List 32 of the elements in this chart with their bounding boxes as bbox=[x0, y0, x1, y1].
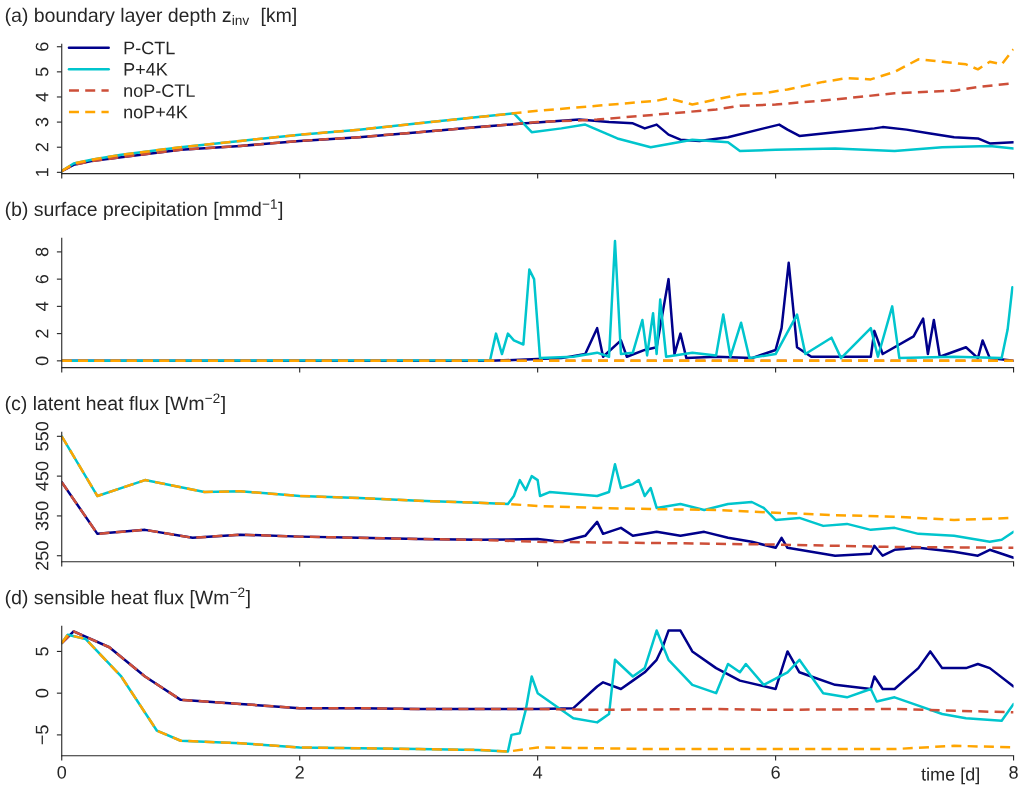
y-tick-label: 5 bbox=[35, 647, 49, 656]
y-tick-label: 0 bbox=[35, 356, 49, 366]
y-tick-label: −5 bbox=[35, 725, 49, 745]
chart-title: (c) latent heat flux [Wm$^{−2}$] bbox=[5, 393, 225, 415]
y-tick-label: 4 bbox=[35, 301, 49, 311]
legend-label: P-CTL bbox=[124, 41, 175, 55]
x-tick-label: 0 bbox=[57, 765, 67, 779]
y-tick-label: 2 bbox=[35, 329, 49, 338]
x-tick-label: 4 bbox=[533, 766, 543, 779]
legend-label: noP-CTL bbox=[124, 84, 195, 98]
y-tick-label: 2 bbox=[35, 143, 49, 152]
y-tick-label: 1 bbox=[35, 168, 49, 176]
legend-label: P+4K bbox=[124, 63, 168, 76]
y-tick-label: 350 bbox=[35, 501, 49, 531]
chart-title: (b) surface precipitation [mmd$^{−1}$] bbox=[5, 199, 283, 220]
legend-label: noP+4K bbox=[124, 105, 188, 119]
x-tick-label: 2 bbox=[295, 765, 304, 779]
chart-title: (a) boundary layer depth z$_{inv}$ [km] bbox=[5, 7, 296, 26]
y-tick-label: 3 bbox=[35, 117, 49, 127]
chart-title: (d) sensible heat flux [Wm$^{−2}$] bbox=[5, 587, 250, 609]
y-tick-label: 450 bbox=[35, 461, 49, 491]
y-tick-label: 250 bbox=[35, 541, 49, 570]
x-tick-label: 6 bbox=[771, 765, 780, 779]
y-tick-label: 4 bbox=[35, 92, 49, 102]
y-tick-label: 6 bbox=[35, 42, 49, 51]
y-tick-label: 0 bbox=[35, 688, 49, 698]
y-tick-label: 8 bbox=[35, 247, 49, 257]
x-axis-title: time [d] bbox=[921, 767, 979, 785]
y-tick-label: 5 bbox=[35, 67, 49, 77]
y-tick-label: 550 bbox=[35, 421, 49, 451]
x-tick-label: 8 bbox=[1009, 765, 1018, 779]
y-tick-label: 6 bbox=[35, 274, 49, 284]
